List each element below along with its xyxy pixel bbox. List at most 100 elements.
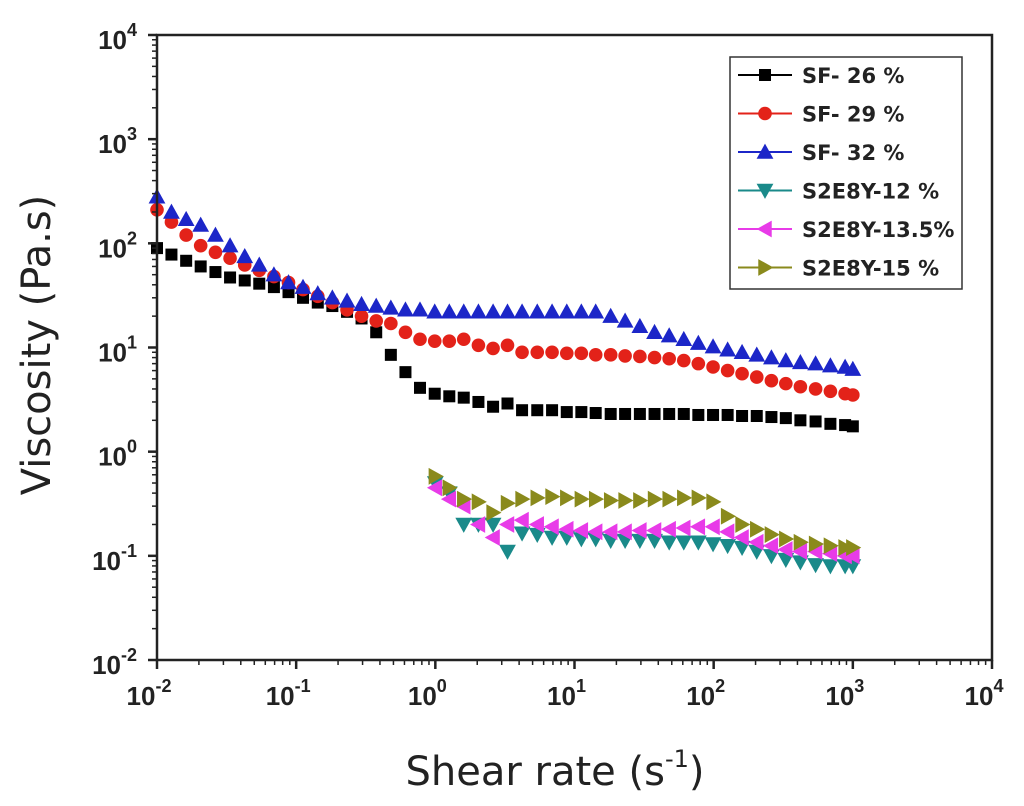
data-point [428,387,441,400]
data-point [750,520,766,538]
data-point [440,303,458,319]
data-point [704,537,722,553]
data-point [777,352,795,368]
x-tick-label: 100 [408,676,447,711]
data-point [704,338,722,354]
y-tick-label: 10-1 [92,541,137,576]
data-point [558,520,574,538]
data-point [779,412,792,425]
data-point [530,345,545,360]
data-point [707,408,720,421]
data-point [208,245,223,260]
data-point [486,504,502,522]
data-point [721,408,734,421]
series-5 [426,479,860,565]
data-point [646,323,663,339]
data-point [515,345,529,360]
data-point [484,529,500,546]
data-point [846,420,859,433]
x-axis-title-sup: -1 [665,745,689,773]
data-point [574,346,589,361]
data-point [779,530,795,548]
data-point [384,316,398,331]
data-point [691,489,707,507]
data-point [165,248,178,261]
data-point [748,533,764,551]
data-point [367,297,385,313]
data-point [427,334,442,348]
data-point [764,373,779,388]
data-point [587,303,605,319]
data-point [763,349,780,365]
data-point [414,381,427,394]
data-point [528,303,546,319]
data-point [484,303,502,319]
data-point [384,348,397,361]
data-point [631,522,647,539]
data-point [588,490,605,508]
data-point [646,522,662,539]
data-point [822,357,839,373]
data-point [720,363,735,378]
data-point [647,490,663,508]
data-point [470,516,486,533]
data-point [499,303,516,319]
data-point [603,492,620,509]
data-point [736,409,749,422]
data-point [616,312,634,328]
data-point [486,341,500,356]
data-point [546,404,559,417]
data-point [822,559,839,575]
legend-label: S2E8Y-13.5% [802,218,954,242]
data-point [792,555,809,571]
data-point [735,366,749,381]
data-point [560,406,573,419]
series-3 [148,188,862,376]
legend-marker [756,220,772,238]
data-point [253,277,266,290]
legend-label: SF- 26 % [802,64,904,88]
legend-box [729,56,963,290]
data-point [470,303,487,319]
data-point [646,533,663,550]
data-point [179,228,193,242]
data-point [662,351,676,366]
data-point [209,266,222,279]
data-point [513,526,531,542]
data-point [779,376,793,391]
data-point [689,518,706,536]
data-point [777,552,795,569]
data-point [163,203,180,219]
data-point [513,303,531,319]
data-point [750,409,763,422]
data-point [455,517,473,533]
data-point [426,479,443,497]
data-point [531,404,544,417]
data-point [545,488,561,506]
data-point [648,407,661,420]
data-point [399,366,412,379]
data-point [647,350,662,365]
data-point [618,492,634,509]
data-point [413,332,427,347]
x-tick-label: 104 [965,676,1004,711]
data-point [370,326,383,339]
x-tick-label: 101 [547,676,586,711]
data-point [515,490,531,508]
y-tick-label: 101 [98,333,137,368]
data-point [662,490,678,508]
data-point [484,517,502,533]
data-point [250,256,268,272]
data-point [675,535,693,551]
data-point [513,511,529,529]
data-point [457,490,473,508]
data-point [846,388,860,402]
data-point [516,404,529,417]
data-point [428,467,444,485]
data-point [676,353,691,368]
legend-marker [756,143,774,159]
data-point [224,271,237,284]
data-point [844,547,860,565]
legend-label: S2E8Y-15 % [802,257,939,281]
x-tick-label: 10-1 [266,676,311,711]
